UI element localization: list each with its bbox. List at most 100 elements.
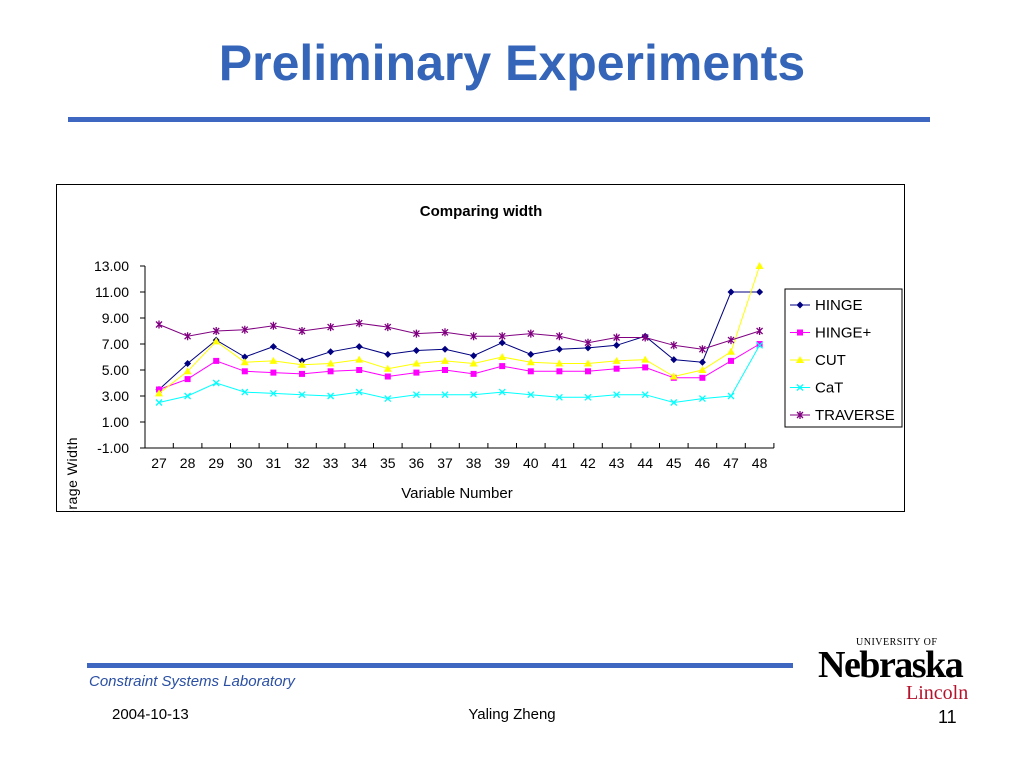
data-point [241, 388, 249, 396]
data-point [269, 321, 277, 330]
data-point [384, 350, 392, 358]
legend-label: CaT [815, 380, 843, 397]
data-point [727, 336, 735, 345]
data-point [184, 392, 192, 400]
footer-date: 2004-10-13 [112, 706, 189, 723]
data-point [642, 364, 649, 371]
data-point [413, 369, 420, 376]
data-point [298, 360, 306, 368]
data-point [383, 364, 392, 372]
series-line [158, 345, 761, 404]
y-tick-label: 1.00 [102, 414, 129, 430]
legend-item: TRAVERSE [790, 407, 895, 424]
legend-marker [796, 356, 804, 363]
y-tick-label: 3.00 [102, 388, 129, 404]
data-point [698, 345, 706, 354]
data-point [384, 323, 392, 332]
data-point [728, 357, 734, 364]
data-point [585, 368, 591, 375]
data-point [527, 350, 535, 358]
data-point [327, 348, 335, 356]
data-point [584, 393, 592, 401]
data-point [441, 391, 449, 399]
data-point [442, 367, 448, 373]
logo-university-text: UNIVERSITY OF [856, 637, 938, 648]
series-traverse [155, 319, 764, 354]
data-point [412, 329, 420, 338]
chart-title: Comparing width [420, 203, 543, 220]
legend-item: HINGE [790, 297, 863, 314]
data-point [527, 391, 535, 399]
x-tick-label: 28 [180, 455, 196, 471]
data-point [269, 343, 277, 351]
legend-marker [796, 384, 804, 391]
x-tick-label: 46 [695, 455, 711, 471]
data-point [470, 352, 478, 360]
x-tick-label: 34 [351, 455, 367, 471]
legend-marker [796, 411, 804, 419]
data-point [756, 288, 764, 296]
data-point [327, 368, 334, 375]
data-point [527, 368, 534, 375]
data-point [184, 376, 191, 383]
x-tick-label: 30 [237, 455, 253, 471]
data-point [469, 359, 478, 367]
data-point [441, 328, 449, 337]
data-point [441, 356, 449, 364]
data-point [641, 355, 650, 363]
series-cut [155, 262, 764, 397]
data-point [555, 332, 563, 341]
data-point [499, 363, 506, 370]
data-point [698, 395, 706, 403]
legend-item: HINGE+ [790, 325, 872, 342]
data-point [384, 373, 391, 380]
data-point [355, 319, 363, 328]
data-point [727, 288, 735, 296]
data-point [613, 341, 621, 349]
data-point [212, 379, 220, 387]
data-point [298, 391, 306, 399]
y-tick-label: -1.00 [97, 440, 129, 456]
legend-marker [797, 329, 803, 336]
footer-author: Yaling Zheng [468, 706, 556, 723]
data-point [613, 365, 620, 372]
data-point [241, 353, 249, 361]
y-tick-label: 5.00 [102, 362, 129, 378]
footer-lab-name: Constraint Systems Laboratory [89, 673, 295, 690]
data-point [641, 391, 649, 399]
data-point [755, 262, 764, 269]
data-point [756, 341, 764, 349]
series-line [158, 343, 760, 390]
x-tick-label: 27 [151, 455, 167, 471]
data-point [155, 320, 163, 329]
legend-item: CUT [790, 352, 846, 369]
data-point [555, 393, 563, 401]
x-tick-label: 40 [523, 455, 539, 471]
x-tick-label: 31 [266, 455, 282, 471]
data-point [327, 392, 335, 400]
data-point [527, 329, 535, 338]
data-point [670, 356, 678, 364]
data-point [584, 344, 592, 352]
data-point [584, 338, 592, 347]
data-point [212, 337, 221, 345]
data-point [698, 358, 706, 366]
x-tick-label: 44 [637, 455, 653, 471]
series-hinge- [156, 341, 763, 393]
data-point [299, 370, 305, 377]
x-tick-label: 37 [437, 455, 453, 471]
logo-city-text: Lincoln [906, 682, 969, 704]
data-point [412, 347, 420, 354]
data-point [470, 370, 477, 377]
data-point [613, 333, 621, 342]
x-tick-label: 48 [752, 455, 768, 471]
footer-divider [87, 663, 793, 668]
data-point [498, 332, 506, 341]
data-point [412, 391, 420, 399]
x-tick-label: 43 [609, 455, 625, 471]
series-line [158, 322, 760, 350]
data-point [241, 368, 248, 375]
data-point [155, 399, 163, 406]
data-point [326, 359, 335, 367]
data-point [584, 359, 592, 367]
